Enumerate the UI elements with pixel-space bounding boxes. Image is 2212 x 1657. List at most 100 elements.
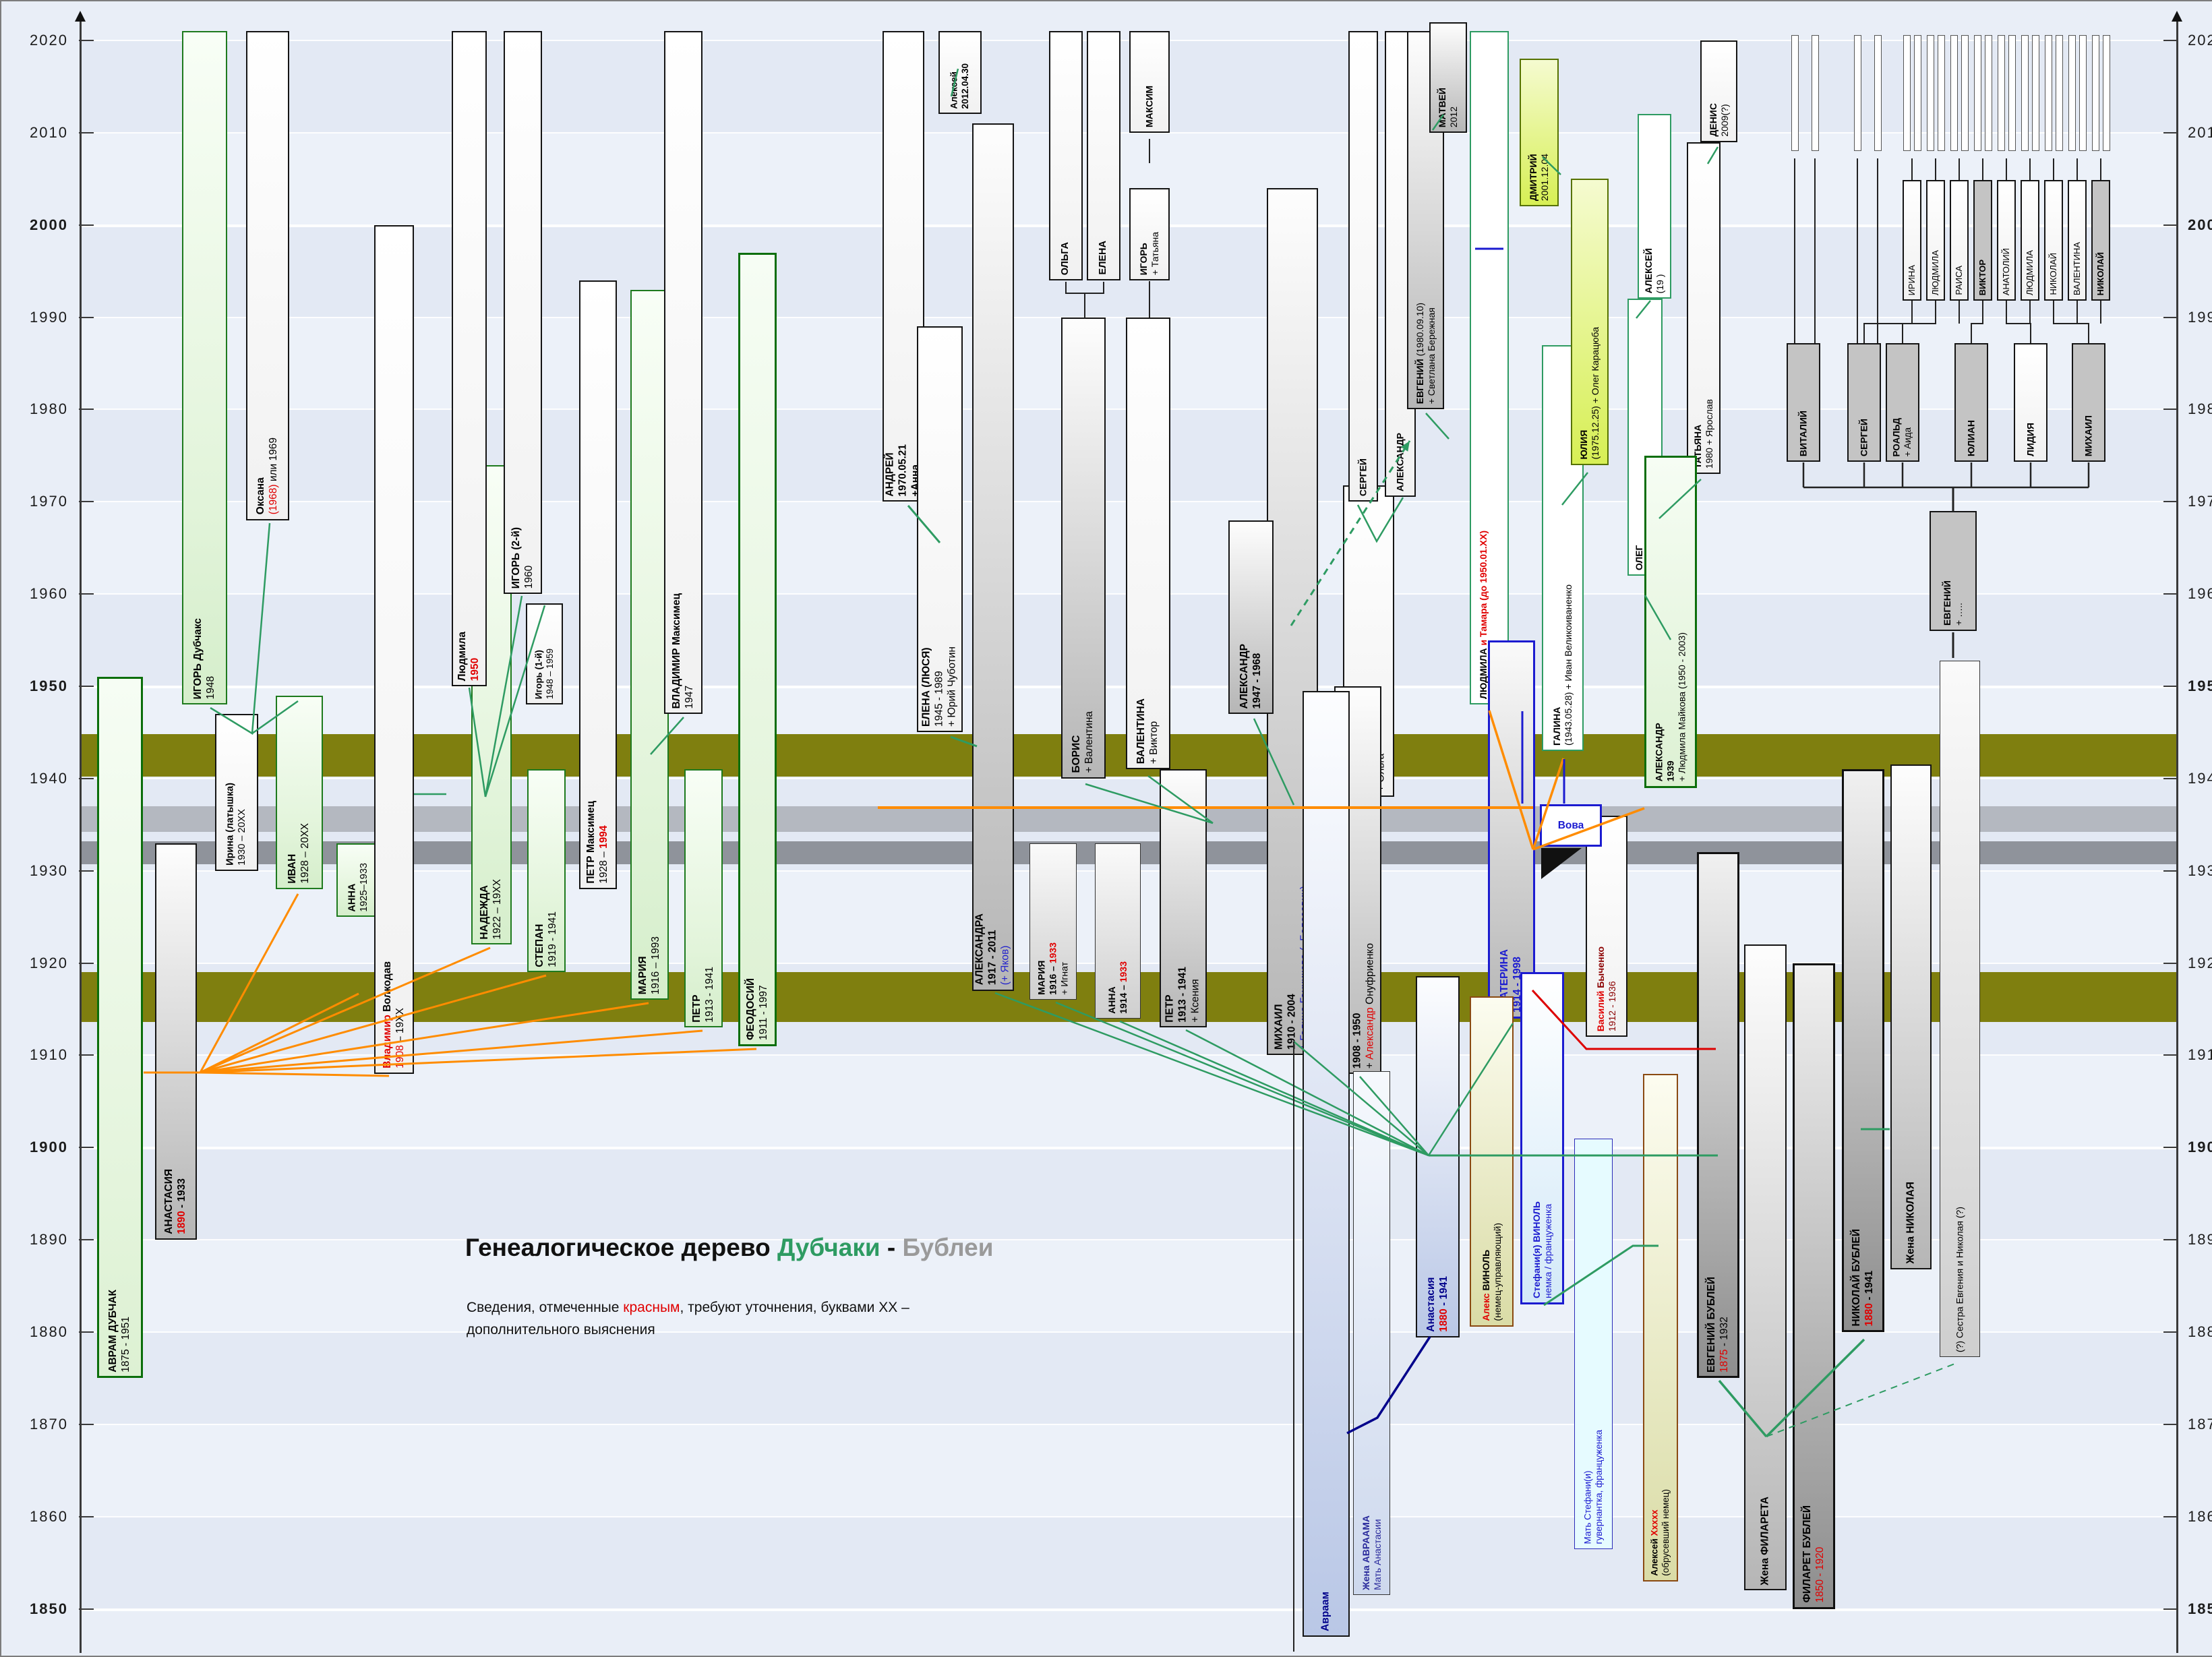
person-filaret-bubley: ФИЛАРЕТ БУБЛЕЙ 1850 - 1920 [1793,963,1835,1609]
person-zhena-avraama: Жена АВРААМА Мать Анастасии [1353,1071,1390,1596]
person-anatoliy: АНАТОЛИЙ [1997,179,2016,301]
person-vasiliy-bychenko: Василий Быченко 1912 - 1936 [1586,815,1627,1037]
year-label-left: 1860 [30,1507,68,1525]
person-unnamed-12 [1985,34,1992,152]
person-ivan-dubchak: ИВАН 1928 – 20XX [276,695,323,890]
person-evgeniy-right: ЕВГЕНИЙ + ….. [1930,510,1977,631]
year-label-right: 1940 [2188,769,2212,787]
person-petr-maksimets: ПЕТР Максимец 1928 – 1994 [579,280,617,890]
person-olga-center: ОЛЬГА [1049,31,1083,280]
person-feodosiy: ФЕОДОСИЙ 1911 - 1997 [738,252,777,1046]
person-unnamed-21 [2092,34,2099,152]
person-unnamed-1 [1791,34,1799,152]
person-elena-lyusya: ЕЛЕНА (ЛЮСЯ) 1945 - 1989 + Юрий Чуботин [917,326,963,733]
year-label-right: 1980 [2188,400,2212,418]
person-elena-center: ЕЛЕНА [1087,31,1120,280]
person-unnamed-18 [2056,34,2063,152]
person-igor-1: Игорь (1-й) 1948 – 1959 [526,603,563,705]
year-label-left: 1970 [30,493,68,510]
person-sestra: (?) Сестра Евгения и Николая (?) [1940,660,1980,1357]
person-igor-tatyana: ИГОРЬ + Татьяна [1129,187,1170,280]
year-label-right: 1890 [2188,1231,2212,1248]
person-avraam-bubley: Авраам [1303,690,1350,1637]
person-zhena-filareta: Жена ФИЛАРЕТА [1744,944,1787,1591]
person-ekaterina: ЕКАТЕРИНА 1914 - 1998 [1488,640,1535,1019]
person-stepan: СТЕПАН 1919 - 1941 [527,769,566,973]
year-label-left: 1870 [30,1415,68,1433]
year-label-right: 1870 [2188,1415,2212,1433]
right-year-axis [2176,22,2178,1653]
year-label-right: 2020 [2188,32,2212,49]
person-oksana: Оксана (1968) или 1969 [246,31,289,520]
person-aleksey-19: АЛЕКСЕЙ (19 ) [1638,114,1671,299]
person-aleksandr-1939: АЛЕКСАНДР 1939 + Людмила Майкова (1950 - 2… [1644,455,1697,788]
person-maria-maksimets: МАРИЯ 1916 – 1993 [630,289,669,1000]
person-nikolay-right-1: НИКОЛАЙ [2044,179,2063,301]
person-lyudmila-1948: ЛЮДМИЛА и Тамара (до 1950.01.XX)1948.04.… [1470,31,1509,705]
person-mat-stefani: Мать Стефани(и) гувернантка, француженка [1574,1138,1613,1549]
year-label-left: 1980 [30,400,68,418]
year-label-right: 1860 [2188,1507,2212,1525]
person-aleksandra: АЛЕКСАНДРА 1917 - 2011 (+ Яков) [972,123,1014,991]
right-axis-arrow-icon [2172,11,2182,22]
person-evgeniy-1980: ЕВГЕНИЙ (1980.09.10) + Светлана Бережная [1407,31,1444,410]
person-vladimir-volkodav: Владимир Волкодав 1908 – 19XX [374,224,414,1074]
year-label-right: 2000 [2188,216,2212,233]
year-label-left: 1900 [30,1139,68,1156]
person-anna-dubchak: АННА 1925–1933 [336,843,381,917]
person-aleksandr-1947: АЛЕКСАНДР 1947 - 1968 [1228,520,1274,715]
person-boris: БОРИС + Валентина [1061,317,1106,779]
person-roald: РОАЛЬД + Аида [1886,342,1919,462]
person-vova: Вова [1540,804,1602,847]
year-label-left: 1960 [30,585,68,603]
person-unnamed-2 [1812,34,1819,152]
year-label-left: 1940 [30,769,68,787]
person-avram-dubchak: АВРАМ ДУБЧАК 1875 - 1951 [97,677,143,1379]
person-dmitriy: ДМИТРИЙ 2001.12.04 [1520,59,1559,207]
person-lyudmila-volkodav: Людмила 1950 [452,31,487,687]
year-label-right: 2010 [2188,123,2212,141]
person-petr-dubchak: ПЕТР 1913 - 1941 [684,769,723,1028]
year-label-left: 1910 [30,1046,68,1064]
person-aleksey-2012: Алексей 2012.04.30 [938,31,982,115]
person-lidiya: ЛИДИЯ [2014,342,2047,462]
person-lyudmila-right-2: ЛЮДМИЛА [2021,179,2039,301]
person-unnamed-9 [1950,34,1958,152]
year-label-right: 1910 [2188,1046,2212,1064]
year-label-left: 1990 [30,308,68,326]
person-valentina-center: ВАЛЕНТИНА + Виктор [1126,317,1170,770]
person-petr-1913: ПЕТР 1913 - 1941 + Ксения [1160,769,1207,1028]
person-aleksey-xxxxx: Алексей Ххххх (обрусевший немец) [1643,1073,1678,1581]
left-axis-arrow-icon [75,11,86,22]
person-sergey-center: СЕРГЕЙ [1348,31,1378,502]
year-label-left: 1920 [30,954,68,971]
year-label-left: 1850 [30,1600,68,1617]
person-unnamed-7 [1927,34,1934,152]
person-nikolay-right-2: НИКОЛАЙ [2091,179,2110,301]
year-label-right: 1970 [2188,493,2212,510]
person-unnamed-14 [2008,34,2016,152]
person-unnamed-6 [1914,34,1921,152]
year-label-left: 2000 [30,216,68,233]
year-label-right: 1960 [2188,585,2212,603]
person-unnamed-5 [1903,34,1911,152]
person-zhena-nikolaya: Жена НИКОЛАЯ [1890,764,1932,1269]
year-label-left: 1950 [30,677,68,695]
person-yulian: ЮЛИАН [1954,342,1988,462]
year-label-right: 1920 [2188,954,2212,971]
person-anastasia-bubley: Анастасия 1880 - 1941 [1416,975,1460,1338]
person-viktor: ВИКТОР [1973,179,1992,301]
person-vitaliy: ВИТАЛИЙ [1787,342,1820,462]
person-unnamed-19 [2068,34,2076,152]
person-anastasia-dubchak: АНАСТАСИЯ 1890 - 1933 [155,843,197,1240]
person-unnamed-3 [1854,34,1861,152]
person-irina-latyshka: Ирина (латышка) 1930 – 20XX [215,714,258,871]
person-unnamed-8 [1938,34,1945,152]
person-unnamed-22 [2103,34,2110,152]
person-unnamed-17 [2045,34,2052,152]
person-unnamed-11 [1974,34,1981,152]
person-mikhail-right: МИХАИЛ [2072,342,2105,462]
person-irina-right: ИРИНА [1903,179,1921,301]
person-stefani-vinol: Стефани(я) ВИНОЛЬ немка / француженка [1520,972,1564,1304]
person-anna-1914: АННА 1914 – 1933 [1095,843,1141,1019]
